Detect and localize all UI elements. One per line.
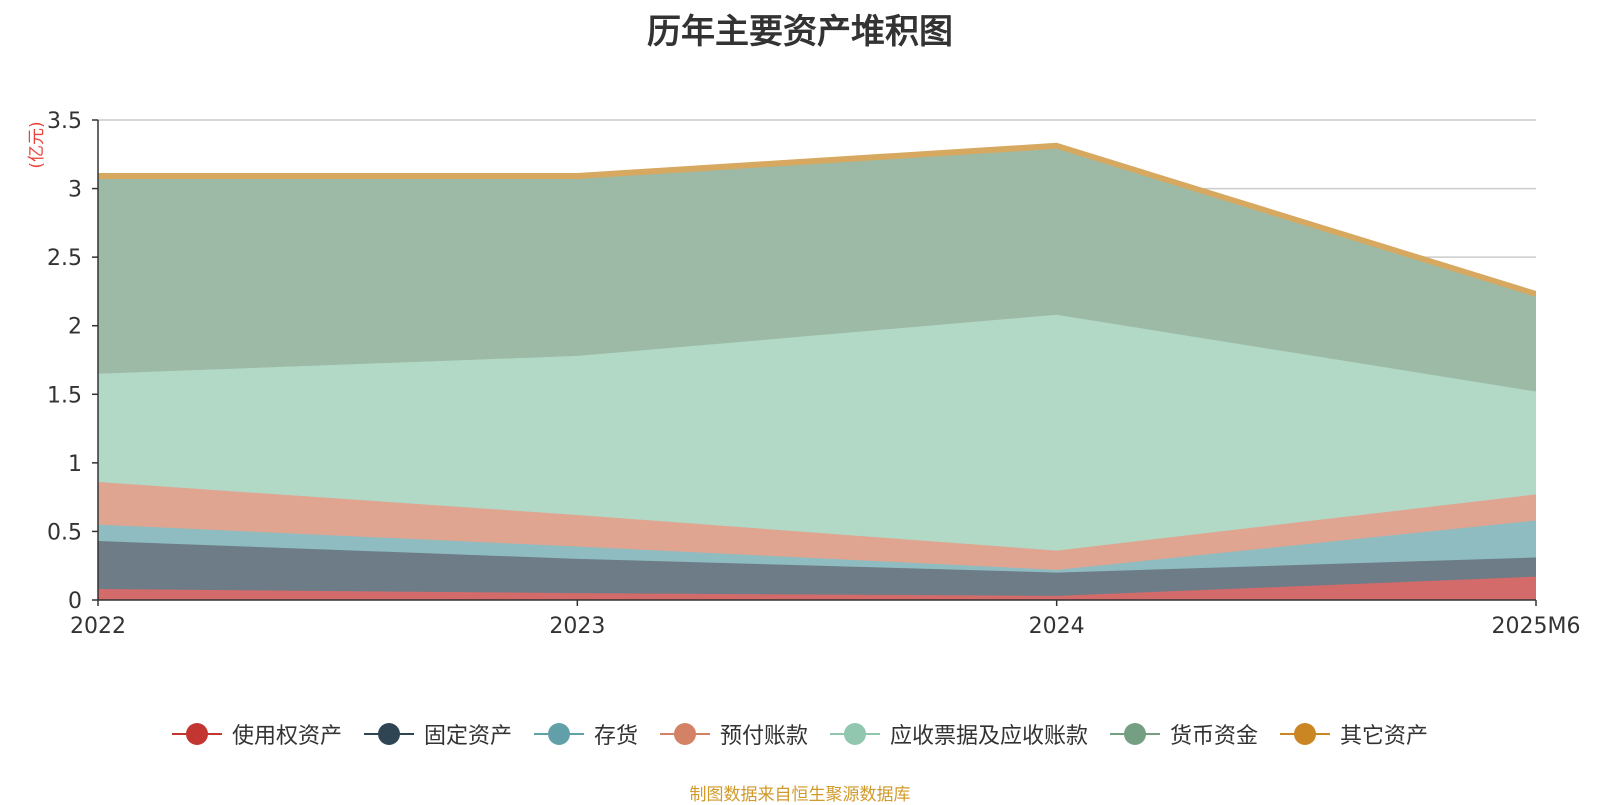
x-tick-label: 2025M6: [1492, 614, 1581, 639]
legend-label: 应收票据及应收账款: [890, 724, 1089, 749]
legend-label: 存货: [593, 724, 638, 749]
legend-item[interactable]: 货币资金: [1110, 718, 1258, 750]
area-series-0: [98, 576, 1536, 600]
x-tick-label: 2023: [549, 614, 605, 639]
legend-marker-icon: [171, 723, 222, 745]
legend-item[interactable]: 存货: [533, 718, 638, 750]
legend-item[interactable]: 预付账款: [659, 718, 808, 750]
legend-label: 货币资金: [1170, 724, 1259, 749]
legend-label: 预付账款: [719, 724, 808, 749]
area-series: [97, 142, 1537, 600]
legend-marker-icon: [1280, 723, 1331, 745]
legend-item[interactable]: 其它资产: [1280, 718, 1428, 750]
legend-marker-icon: [533, 723, 584, 745]
legend-dot: [547, 723, 570, 745]
y-tick-label: 2.5: [47, 246, 82, 271]
legend-dot: [1294, 723, 1317, 745]
legend-marker-icon: [659, 723, 710, 745]
source-note: 制图数据来自恒生聚源数据库: [689, 785, 911, 805]
x-tick-label: 2022: [70, 614, 126, 639]
chart-title: 历年主要资产堆积图: [647, 12, 953, 52]
legend: 使用权资产 固定资产 存货 预付账款 应收票据及应收账款 货币资金 其它资产: [0, 718, 1600, 750]
legend-dot: [673, 723, 696, 745]
legend-dot: [844, 723, 866, 745]
y-tick-label: 0.5: [47, 520, 82, 545]
legend-marker-icon: [830, 723, 880, 745]
legend-dot: [185, 723, 208, 745]
y-tick-label: 0: [68, 589, 82, 614]
y-tick-label: 1.5: [47, 383, 82, 408]
legend-item[interactable]: 使用权资产: [171, 718, 342, 750]
legend-item[interactable]: 固定资产: [363, 718, 512, 750]
unit-label: (亿元): [27, 121, 47, 168]
axes: 0 0.5 1 1.5 2 2.5 3 3.5 2022 2023 2024 2025M6: [47, 109, 1580, 639]
legend-dot: [1124, 723, 1147, 745]
legend-label: 其它资产: [1340, 724, 1429, 749]
legend-label: 固定资产: [423, 724, 512, 749]
y-tick-label: 2: [68, 315, 82, 340]
legend-label: 使用权资产: [231, 724, 342, 749]
area-series-3: [98, 482, 1536, 570]
area-series-6: [98, 143, 1536, 297]
y-tick-label: 1: [68, 452, 82, 477]
area-series-2: [98, 520, 1536, 573]
legend-dot: [377, 723, 400, 745]
y-tick-label: 3.5: [47, 109, 82, 134]
legend-item[interactable]: 应收票据及应收账款: [830, 718, 1088, 750]
area-series-4: [98, 314, 1536, 551]
series-line-0: [97, 576, 1537, 597]
y-tick-label: 3: [68, 178, 82, 203]
legend-marker-icon: [1110, 723, 1161, 745]
legend-marker-icon: [363, 723, 414, 745]
x-tick-label: 2024: [1029, 614, 1085, 639]
series-line-6: [98, 142, 1537, 292]
area-series-5: [98, 148, 1536, 392]
